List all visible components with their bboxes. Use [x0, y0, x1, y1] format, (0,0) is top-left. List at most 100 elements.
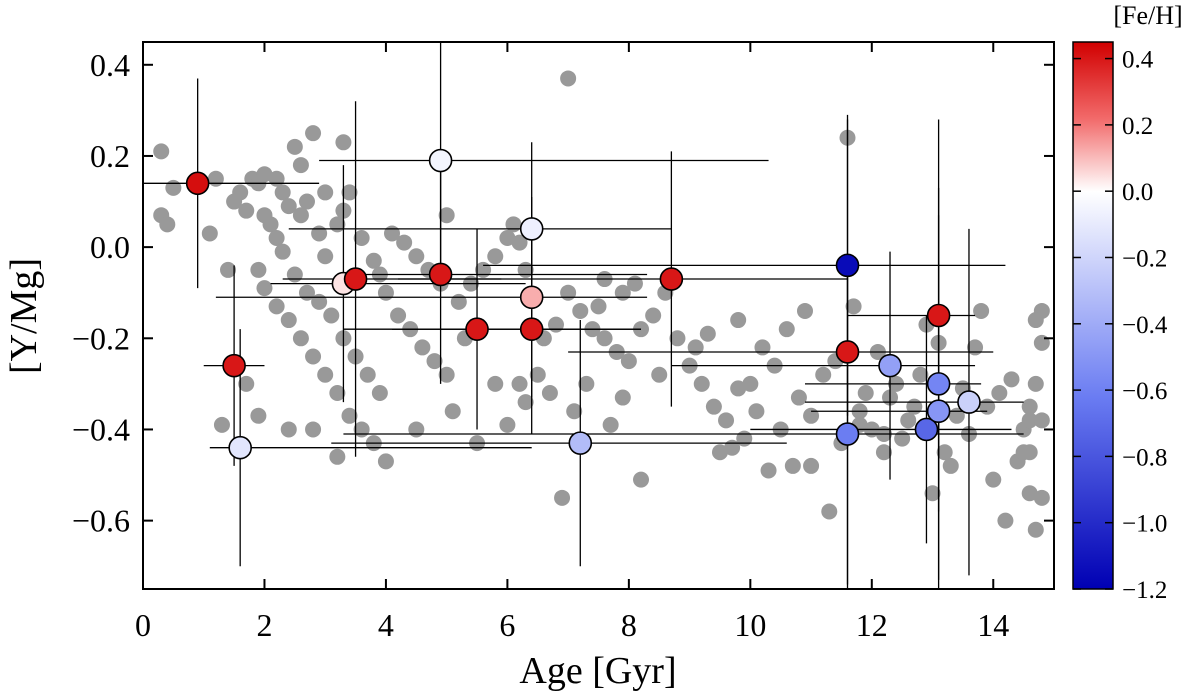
y-tick-label-5: 0.4	[90, 47, 130, 83]
x-tick-label-3: 6	[499, 607, 515, 643]
comparison-point-122	[1027, 521, 1044, 538]
comparison-point-77	[554, 489, 571, 506]
comparison-point-52	[426, 353, 443, 370]
comparison-point-169	[566, 403, 583, 420]
y-tick-label-2: −0.2	[72, 320, 130, 356]
star-point-20	[926, 399, 951, 424]
comparison-point-161	[238, 202, 255, 219]
star-point-10	[519, 317, 544, 341]
comparison-point-36	[329, 384, 346, 401]
comparison-point-168	[541, 384, 558, 401]
colorbar-tick-label-4: −0.4	[1122, 312, 1168, 339]
program-star-points	[185, 148, 981, 460]
comparison-point-22	[353, 230, 370, 247]
comparison-point-65	[511, 375, 528, 392]
comparison-point-32	[280, 312, 297, 329]
comparison-point-37	[341, 407, 358, 424]
comparison-point-59	[511, 234, 528, 251]
colorbar-ticks: 0.4 0.2 0.0 −0.2 −0.4 −0.6 −0.8 −1.0 −1.2	[1073, 47, 1168, 604]
comparison-point-177	[796, 302, 813, 319]
comparison-point-73	[620, 353, 637, 370]
comparison-point-174	[699, 325, 716, 342]
x-tick-label-4: 8	[621, 607, 637, 643]
comparison-point-175	[730, 312, 747, 329]
comparison-point-53	[438, 366, 455, 383]
comparison-point-118	[1003, 371, 1020, 388]
comparison-point-45	[238, 375, 255, 392]
comparison-point-164	[317, 184, 334, 201]
comparison-point-26	[262, 216, 279, 233]
plot-frame	[142, 41, 1055, 590]
comparison-point-162	[207, 170, 224, 187]
comparison-point-166	[438, 207, 455, 224]
comparison-point-57	[487, 248, 504, 265]
star-point-19	[926, 372, 951, 396]
comparison-point-17	[311, 225, 328, 242]
star-point-6	[428, 262, 453, 287]
comparison-point-0	[153, 143, 170, 160]
comparison-point-116	[997, 512, 1014, 529]
comparison-point-90	[754, 339, 771, 356]
comparison-point-12	[280, 198, 297, 215]
comparison-point-75	[645, 307, 662, 324]
star-point-4	[343, 267, 368, 291]
comparison-point-4	[201, 225, 218, 242]
star-point-12	[659, 267, 684, 291]
comparison-point-35	[317, 366, 334, 383]
comparison-point-9	[256, 166, 273, 183]
comparison-sample-points	[153, 70, 1050, 538]
comparison-point-33	[292, 330, 309, 347]
comparison-point-79	[602, 416, 619, 433]
comparison-point-43	[305, 421, 322, 438]
comparison-point-42	[329, 448, 346, 465]
x-axis-ticks: 0 2 4 6 8 10 12 14	[135, 42, 1009, 643]
x-tick-label-0: 0	[135, 607, 151, 643]
star-point-14	[835, 340, 860, 364]
comparison-point-131	[1021, 412, 1038, 429]
error-bars	[143, 42, 1024, 589]
comparison-point-121	[1021, 485, 1038, 502]
y-tick-label-0: −0.6	[72, 503, 130, 539]
comparison-point-3	[159, 216, 176, 233]
comparison-point-165	[335, 134, 352, 151]
comparison-point-47	[250, 407, 267, 424]
comparison-point-111	[942, 457, 959, 474]
comparison-point-51	[414, 339, 431, 356]
comparison-point-94	[790, 389, 807, 406]
comparison-point-117	[991, 384, 1008, 401]
colorbar-tick-label-7: −1.0	[1122, 511, 1167, 538]
star-point-7	[465, 317, 489, 341]
colorbar-tick-label-3: −0.2	[1122, 245, 1167, 272]
comparison-point-143	[614, 284, 631, 301]
comparison-point-160	[226, 193, 243, 210]
comparison-point-170	[578, 375, 595, 392]
comparison-point-151	[384, 225, 401, 242]
comparison-point-29	[250, 261, 267, 278]
comparison-point-16	[298, 193, 315, 210]
comparison-point-137	[784, 457, 801, 474]
star-point-8	[519, 217, 544, 241]
comparison-point-140	[857, 384, 874, 401]
comparison-point-150	[396, 234, 413, 251]
comparison-point-176	[778, 321, 795, 338]
star-point-18	[926, 303, 951, 328]
comparison-point-158	[298, 284, 315, 301]
comparison-point-132	[1033, 412, 1050, 429]
comparison-point-18	[317, 248, 334, 265]
comparison-point-114	[973, 302, 990, 319]
comparison-point-67	[547, 316, 564, 333]
comparison-point-124	[1027, 375, 1044, 392]
comparison-point-95	[803, 407, 820, 424]
comparison-point-78	[560, 70, 577, 87]
comparison-point-49	[390, 307, 407, 324]
comparison-point-81	[590, 298, 607, 315]
comparison-point-183	[979, 398, 996, 415]
comparison-point-141	[900, 412, 917, 429]
comparison-point-108	[906, 398, 923, 415]
comparison-point-28	[274, 243, 291, 260]
x-tick-label-2: 4	[378, 607, 394, 643]
comparison-point-110	[936, 444, 953, 461]
comparison-point-98	[803, 457, 820, 474]
colorbar-gradient	[1072, 41, 1114, 590]
comparison-point-115	[985, 471, 1002, 488]
